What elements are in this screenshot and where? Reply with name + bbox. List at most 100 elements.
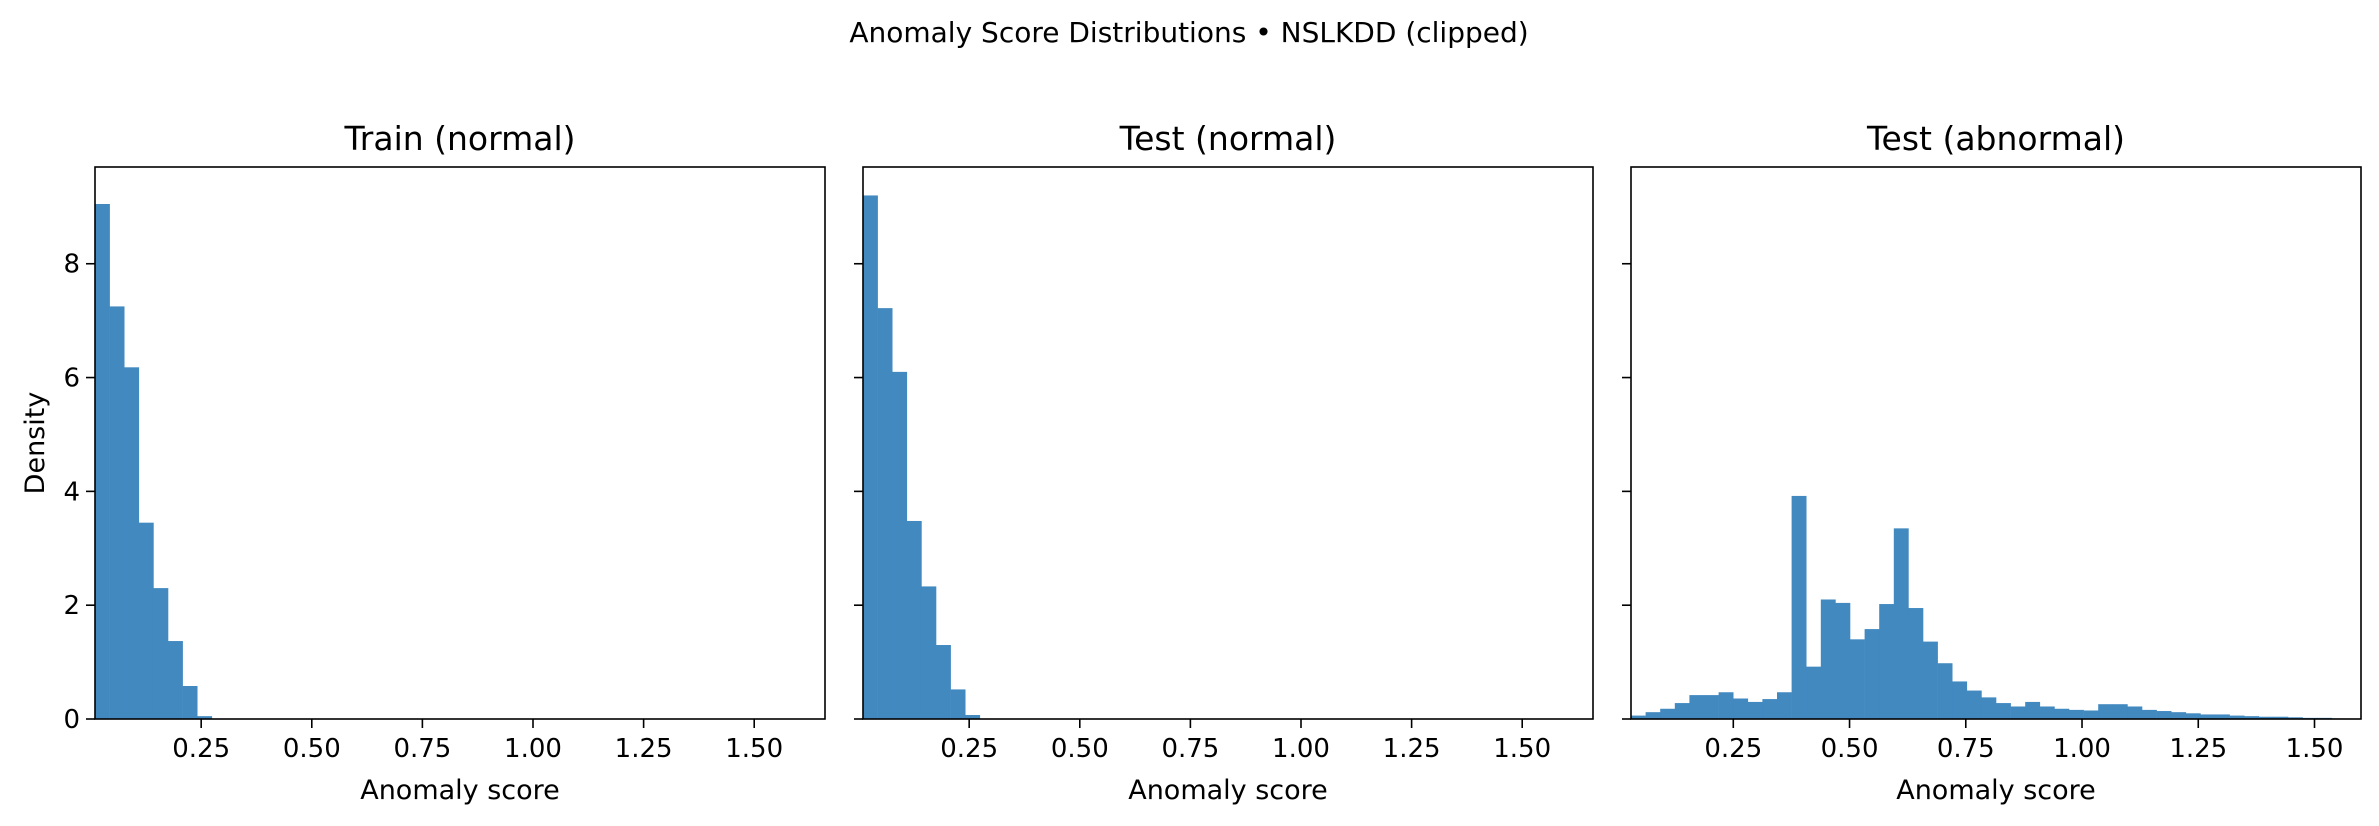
x-tick-label: 1.00 (504, 734, 562, 764)
histogram-bar (950, 689, 966, 719)
histogram-bar (1981, 697, 1997, 719)
histogram-bar (2127, 706, 2143, 719)
x-tick-label: 0.50 (1821, 734, 1879, 764)
x-tick-label: 0.75 (1937, 734, 1995, 764)
histogram-bar (2083, 710, 2099, 719)
x-axis-label: Anomaly score (1128, 775, 1328, 806)
x-tick-label: 0.25 (1704, 734, 1762, 764)
histogram-bar (1645, 712, 1661, 719)
x-tick-label: 0.75 (393, 734, 451, 764)
axes-frame (1630, 166, 2362, 720)
histogram-bar (2273, 716, 2289, 719)
x-tick-label: 0.75 (1161, 734, 1219, 764)
panel-train-normal: Train (normal) 0 2 4 6 8 0.25 0.50 0.75 1.00 1.2… (20, 119, 826, 806)
histogram-bar (1674, 703, 1690, 719)
histogram-bar (1879, 604, 1895, 719)
histogram-bar (1952, 681, 1968, 719)
axes-frame (94, 166, 826, 720)
histogram-bar (124, 367, 140, 719)
x-tick-label: 1.25 (2169, 734, 2227, 764)
histogram-bar (1820, 599, 1836, 719)
y-tick-label: 6 (63, 364, 80, 394)
histogram-bar (2098, 704, 2114, 719)
panel-title: Test (abnormal) (1866, 119, 2125, 158)
histogram-bar (2010, 706, 2026, 719)
y-tick-label: 2 (63, 591, 80, 621)
y-ticks (854, 262, 863, 720)
histogram-bar (1908, 608, 1924, 719)
histogram-bar (1923, 641, 1938, 719)
x-tick-label: 1.50 (2286, 734, 2344, 764)
y-tick-label: 4 (63, 477, 80, 507)
axes-frame (862, 166, 1594, 720)
histogram-bar (1689, 695, 1705, 719)
histogram-bar (2156, 711, 2172, 719)
histogram-bar (2229, 715, 2245, 719)
x-axis-label: Anomaly score (360, 775, 560, 806)
x-tick-label: 1.00 (1272, 734, 1330, 764)
x-tick-label: 0.50 (283, 734, 341, 764)
histogram-bar (863, 195, 878, 719)
panel-test-normal: Test (normal) 0.25 0.50 0.75 1.00 1.25 1.50 A… (854, 119, 1594, 806)
histogram-bar (1631, 715, 1646, 719)
histogram-bar (877, 308, 893, 719)
histogram-bar (2142, 709, 2157, 719)
histogram-bar (1777, 692, 1792, 719)
histogram-bar (1747, 701, 1763, 719)
histogram-bar (1966, 690, 1982, 719)
y-ticks (1622, 262, 1631, 720)
histogram-bar (936, 645, 951, 719)
histogram-bar (2054, 708, 2070, 719)
histogram-bar (2288, 717, 2303, 719)
bars (95, 203, 213, 720)
y-tick-label: 0 (63, 705, 80, 735)
histogram-bar (1791, 495, 1807, 719)
histogram-bar (2215, 714, 2230, 719)
histogram-bar (921, 586, 937, 719)
x-tick-label: 1.25 (1383, 734, 1441, 764)
y-tick-label: 8 (63, 250, 80, 280)
histogram-bar (2200, 714, 2216, 719)
histogram-bar (138, 522, 154, 719)
histogram-bar (1660, 708, 1676, 719)
panel-title: Test (normal) (1119, 119, 1337, 158)
histogram-bar (2258, 716, 2274, 719)
histogram-bar (153, 588, 169, 719)
panel-test-abnormal: Test (abnormal) 0.25 0.50 0.75 1.00 1.25 1.50… (1622, 119, 2362, 806)
histogram-bar (2185, 713, 2201, 719)
histogram-bar (1835, 602, 1851, 719)
histogram-bar (2171, 712, 2187, 719)
figure-suptitle: Anomaly Score Distributions • NSLKDD (cl… (849, 16, 1528, 49)
histogram-bar (1893, 528, 1909, 719)
histogram-bar (1996, 703, 2011, 719)
histogram-bar (906, 520, 922, 719)
histogram-bar (1864, 629, 1880, 719)
histogram-bar (2039, 706, 2055, 719)
histogram-bar (1704, 695, 1719, 719)
histogram-bar (197, 716, 213, 719)
x-tick-label: 1.50 (725, 734, 783, 764)
histogram-bar (965, 715, 981, 719)
x-axis-label: Anomaly score (1896, 775, 2096, 806)
x-tick-label: 1.50 (1493, 734, 1551, 764)
histogram-bar (1806, 666, 1822, 719)
histogram-bar (1733, 698, 1749, 719)
histogram-bar (1850, 639, 1865, 719)
histogram-bar (892, 371, 908, 719)
histogram-bar (2112, 704, 2128, 719)
histogram-bar (2244, 716, 2260, 719)
y-ticks: 0 2 4 6 8 (63, 250, 95, 735)
histogram-bar (1718, 692, 1734, 719)
histogram-bar (2069, 709, 2084, 719)
x-tick-label: 0.25 (172, 734, 230, 764)
histogram-bar (109, 306, 125, 719)
histogram-bar (168, 641, 183, 719)
x-tick-label: 1.25 (615, 734, 673, 764)
histogram-bar (2025, 701, 2041, 719)
x-tick-label: 1.00 (2053, 734, 2111, 764)
bars (1631, 495, 2347, 719)
x-ticks: 0.25 0.50 0.75 1.00 1.25 1.50 (940, 719, 1551, 764)
x-ticks: 0.25 0.50 0.75 1.00 1.25 1.50 (172, 719, 783, 764)
